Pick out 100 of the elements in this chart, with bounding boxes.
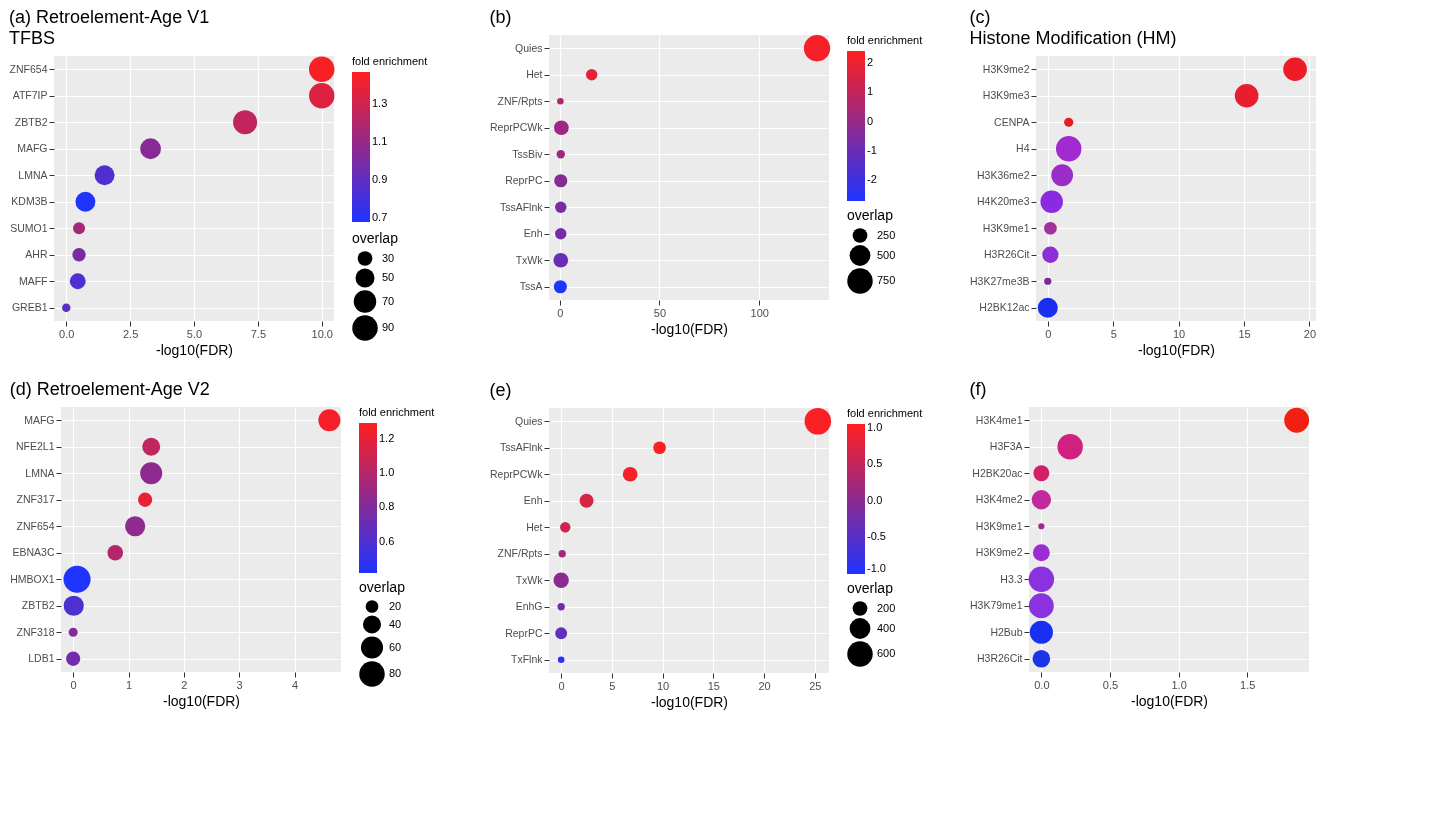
chart-title: (d) Retroelement-Age V2 <box>9 379 210 399</box>
y-tick-label: ReprPCWk <box>489 467 544 480</box>
x-tick-label: 0.5 <box>1102 678 1119 691</box>
color-bar-label: 1 <box>867 85 874 98</box>
legend-label: 20 <box>389 599 402 612</box>
x-tick-label: 3 <box>236 678 243 691</box>
x-tick-label: 10 <box>657 679 670 692</box>
y-tick-label: ReprPCWk <box>489 121 544 134</box>
legend-title: overlap <box>847 580 894 596</box>
y-tick-label: H3R26Cit <box>976 652 1023 665</box>
color-bar-label: 0.0 <box>867 493 883 506</box>
y-tick-label: MAFG <box>17 142 48 155</box>
chart-title: (a) Retroelement-Age V1 <box>9 7 210 27</box>
y-tick-label: ZNF/Rpts <box>497 94 543 107</box>
color-bar-label: 1.3 <box>372 97 388 110</box>
y-tick-label: EBNA3C <box>12 546 55 559</box>
y-tick-label: Het <box>526 68 543 81</box>
legend-title: overlap <box>352 230 399 246</box>
color-bar-label: 1.2 <box>379 431 395 444</box>
x-axis-title: -log10(FDR) <box>1130 692 1209 709</box>
color-bar-label: 0.5 <box>867 457 883 470</box>
y-tick-label: NFE2L1 <box>15 440 55 453</box>
legend-label: 40 <box>389 617 402 630</box>
y-tick-label: H4K20me3 <box>976 195 1030 208</box>
y-tick-label: LMNA <box>18 168 48 181</box>
y-tick-label: H3K79me1 <box>969 599 1023 612</box>
y-tick-label: TssA <box>519 280 543 293</box>
y-tick-label: AHR <box>25 248 48 261</box>
x-axis-title: -log10(FDR) <box>650 693 729 710</box>
x-tick-label: 0 <box>557 306 564 319</box>
x-tick-label: 5 <box>1110 327 1117 340</box>
x-tick-label: 20 <box>758 679 771 692</box>
y-tick-label: KDM3B <box>11 195 48 208</box>
legend-label: 60 <box>389 640 402 653</box>
y-tick-label: H3K9me2 <box>975 546 1023 559</box>
y-tick-label: HMBOX1 <box>10 572 55 585</box>
y-tick-label: ZNF317 <box>16 493 55 506</box>
x-tick-label: 5 <box>609 679 616 692</box>
color-bar-label: 0.6 <box>379 534 395 547</box>
y-tick-label: H3K4me1 <box>975 413 1023 426</box>
y-tick-label: H3K36me2 <box>976 168 1030 181</box>
y-tick-label: MAFG <box>24 413 55 426</box>
y-tick-label: TxWk <box>515 573 544 586</box>
x-axis-title: -log10(FDR) <box>650 320 729 337</box>
y-tick-label: H2BK12ac <box>979 301 1030 314</box>
y-tick-label: H3F3A <box>989 440 1023 453</box>
x-tick-label: 10 <box>1172 327 1186 340</box>
x-tick-label: 0.0 <box>1034 678 1050 691</box>
y-tick-label: TssAFlnk <box>499 200 544 213</box>
color-bar-title: fold enrichment <box>359 406 435 418</box>
chart-subtitle: Histone Modification (HM) <box>969 28 1177 48</box>
color-bar-label: 1.0 <box>379 466 395 478</box>
legend-label: 400 <box>877 621 896 634</box>
y-tick-label: Enh <box>523 227 543 240</box>
x-tick-label: 50 <box>653 306 667 319</box>
color-bar-label: -1.0 <box>867 562 886 574</box>
y-tick-label: H3K9me1 <box>975 519 1023 532</box>
x-tick-label: 2.5 <box>122 327 139 340</box>
y-tick-label: ZBTB2 <box>14 115 48 128</box>
y-tick-label: H3K4me2 <box>975 493 1023 506</box>
color-bar-label: -1 <box>867 144 877 156</box>
y-tick-label: Enh <box>523 494 543 507</box>
y-tick-label: H3R26Cit <box>983 248 1030 261</box>
x-axis-title: -log10(FDR) <box>162 692 241 709</box>
x-tick-label: 7.5 <box>250 327 267 340</box>
y-tick-label: TxFlnk <box>511 653 544 666</box>
x-tick-label: 0 <box>70 678 77 691</box>
color-bar-label: 1.1 <box>372 135 388 148</box>
x-axis-title: -log10(FDR) <box>155 341 234 358</box>
legend-title: overlap <box>847 207 894 223</box>
x-axis-title: -log10(FDR) <box>1137 341 1216 358</box>
legend-label: 250 <box>877 228 896 241</box>
y-tick-label: TxWk <box>515 253 544 266</box>
legend-label: 600 <box>877 647 896 659</box>
y-tick-label: MAFF <box>18 274 48 287</box>
y-tick-label: TssAFlnk <box>499 441 544 454</box>
y-tick-label: CENPA <box>994 115 1030 128</box>
color-bar-label: 0.7 <box>372 211 388 224</box>
x-tick-label: 25 <box>809 679 822 692</box>
legend-label: 50 <box>382 271 395 283</box>
y-tick-label: H3K9me2 <box>982 62 1030 75</box>
color-bar-title: fold enrichment <box>352 55 428 67</box>
y-tick-label: H3K9me3 <box>982 89 1030 102</box>
y-tick-label: Quies <box>515 41 543 54</box>
legend-label: 70 <box>382 294 395 307</box>
color-bar-label: 0.8 <box>379 500 395 513</box>
y-tick-label: ReprPC <box>505 626 543 639</box>
x-tick-label: 5.0 <box>186 327 203 340</box>
y-tick-label: LMNA <box>25 466 55 479</box>
y-tick-label: Het <box>526 520 543 533</box>
legend-label: 90 <box>382 321 395 333</box>
y-tick-label: H3K27me3B <box>969 274 1030 287</box>
legend-label: 80 <box>389 667 402 679</box>
legend-title: overlap <box>359 579 406 595</box>
x-tick-label: 0 <box>558 679 565 692</box>
x-tick-label: 15 <box>1238 327 1251 340</box>
color-bar-label: 0 <box>867 114 874 127</box>
x-tick-label: 1 <box>125 678 133 691</box>
chart-title: (c) <box>969 7 991 27</box>
y-tick-label: H3.3 <box>1000 572 1023 585</box>
